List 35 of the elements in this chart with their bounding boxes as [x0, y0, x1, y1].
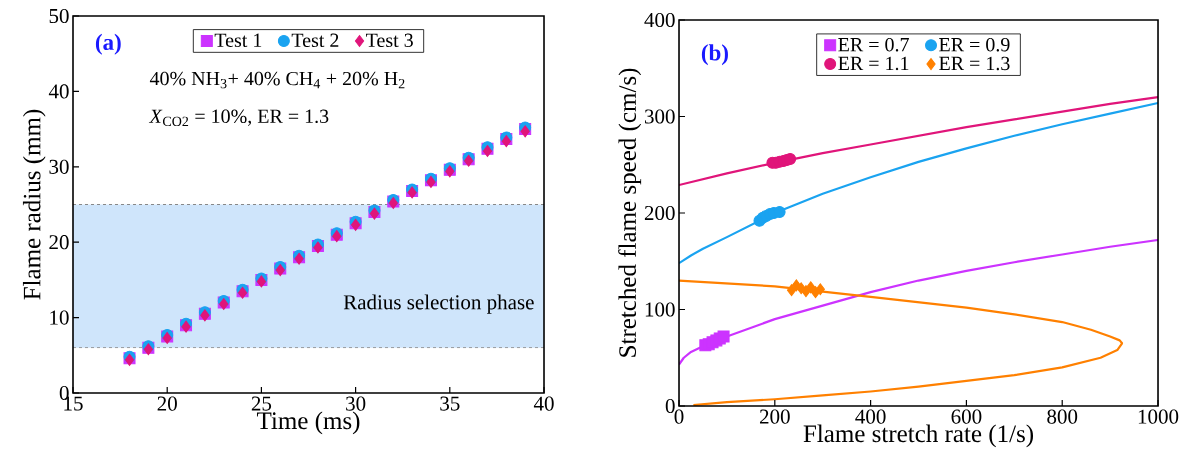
legend-label: Test 3 — [366, 33, 413, 48]
annotation: X$_{CO2}$ = 10%, ER = 1.3 — [148, 109, 329, 127]
y-tick-label: 100 — [645, 302, 675, 317]
y-axis-title: Flame radius (mm) — [22, 109, 46, 300]
x-axis-title: Flame stretch rate (1/s) — [803, 424, 1034, 448]
y-tick-label: 40 — [48, 84, 69, 99]
y-tick-label: 200 — [644, 205, 675, 221]
y-tick-label: 300 — [644, 109, 675, 124]
y-tick-label: 50 — [49, 8, 69, 24]
legend-label: ER = 1.3 — [939, 56, 1010, 71]
band-label: Radius selection phase — [343, 294, 534, 314]
y-tick-label: 20 — [49, 235, 69, 250]
x-tick-label: 35 — [440, 396, 460, 411]
x-axis-title: Time (ms) — [256, 411, 360, 435]
x-tick-label: 25 — [251, 396, 272, 411]
x-tick-label: 200 — [759, 409, 790, 424]
annotation: 40% NH$_{3}$+ 40% CH$_{4}$ + 20% H$_{2}$ — [149, 71, 405, 89]
x-tick-label: 1000 — [1138, 409, 1179, 424]
annotation: (a) — [95, 33, 121, 55]
annotation: (b) — [701, 44, 728, 66]
x-tick-label: 800 — [1047, 409, 1078, 424]
y-tick-label: 30 — [49, 159, 69, 174]
legend-label: ER = 0.7 — [838, 37, 909, 52]
y-tick-label: 400 — [644, 12, 675, 28]
legend-label: ER = 0.9 — [939, 37, 1010, 52]
y-axis-title: Stretched flame speed (cm/s) — [618, 68, 642, 357]
legend-label: Test 1 — [214, 33, 262, 47]
x-tick-label: 400 — [855, 409, 886, 424]
legend-label: Test 2 — [291, 33, 339, 48]
x-tick-label: 20 — [157, 396, 177, 411]
x-tick-label: 40 — [533, 396, 554, 411]
x-tick-label: 600 — [951, 409, 982, 424]
y-tick-label: 10 — [50, 310, 69, 325]
legend-label: ER = 1.1 — [838, 56, 909, 71]
x-tick-label: 30 — [346, 396, 366, 411]
